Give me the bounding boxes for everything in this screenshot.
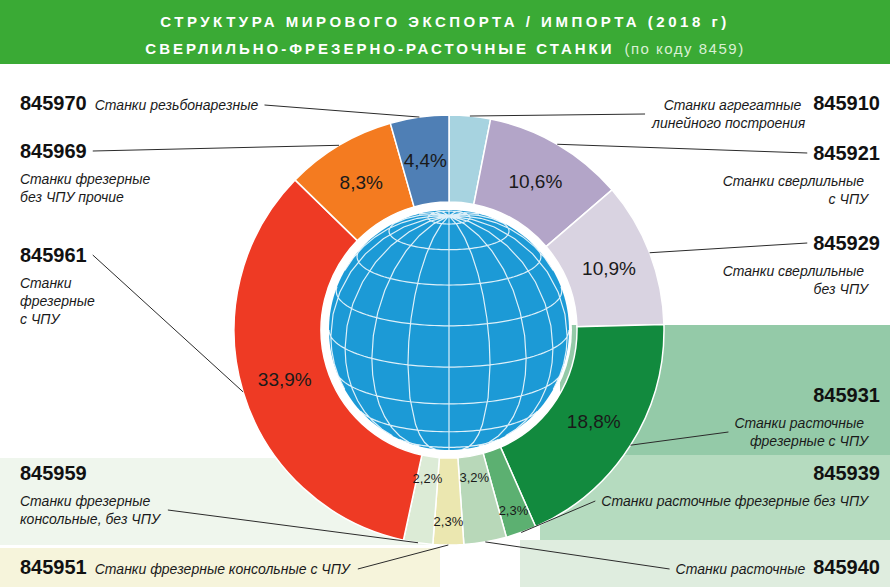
label-panel: [520, 540, 890, 587]
category-name-line: без ЧПУ прочие: [20, 189, 124, 205]
category-code: 845951: [20, 556, 87, 578]
category-code: 845969: [20, 140, 87, 162]
title: СТРУКТУРА МИРОВОГО ЭКСПОРТА / ИМПОРТА (2…: [160, 13, 729, 30]
subtitle-line: СВЕРЛИЛЬНО-ФРЕЗЕРНО-РАСТОЧНЫЕ СТАНКИ (по …: [145, 40, 744, 57]
data-label: 3,2%: [460, 470, 490, 485]
category-name: Станки фрезерные консольные с ЧПУ: [95, 561, 352, 577]
category-name: Станки расточные: [676, 561, 806, 577]
category-code: 845961: [20, 244, 87, 266]
category-name: Станки фрезерные с ЧПУ: [20, 275, 99, 327]
leader-line: [485, 542, 669, 569]
category-name-line: Станки агрегатные: [664, 97, 806, 113]
category-name-line: Станки сверлильные: [723, 173, 868, 189]
category-name-line: Станки фрезерные консольные с ЧПУ: [95, 561, 352, 577]
category-code: 845939: [813, 462, 880, 484]
category-code: 845959: [20, 462, 87, 484]
category-name-line: с ЧПУ: [829, 191, 870, 207]
category-name: Станки фрезерные консольные, без ЧПУ: [20, 493, 162, 527]
globe-sphere: [329, 210, 569, 450]
chart-root: СТРУКТУРА МИРОВОГО ЭКСПОРТА / ИМПОРТА (2…: [0, 0, 890, 587]
slices: [234, 115, 664, 545]
leader-line: [557, 144, 807, 153]
category-name: Станки агрегатные линейного построения: [651, 97, 806, 131]
leader-line: [631, 432, 729, 445]
category-name: Станки фрезерные без ЧПУ прочие: [20, 171, 154, 205]
category-name-line: фрезерные с ЧПУ: [750, 433, 870, 449]
category-name-line: Станки фрезерные: [20, 493, 154, 509]
category-code: 845929: [813, 232, 880, 254]
category-name-line: Станки сверлильные: [723, 263, 868, 279]
leader-line: [521, 501, 595, 533]
category-name-line: Станки резьбонарезные: [95, 97, 259, 113]
category-name-line: Станки фрезерные: [20, 171, 154, 187]
category-name-line: Станки расточные: [676, 561, 806, 577]
subtitle-note: (по коду 8459): [624, 40, 744, 57]
data-label: 4,4%: [404, 150, 447, 171]
category-name: Станки сверлильные без ЧПУ: [723, 263, 870, 297]
category-labels: 845910 Станки агрегатные линейного постро…: [20, 92, 880, 578]
category-code: 845921: [813, 142, 880, 164]
data-label: 18,8%: [567, 411, 621, 432]
leader-line: [358, 545, 448, 569]
leader-line: [93, 145, 339, 151]
globe-ring: [326, 207, 572, 453]
data-label: 10,6%: [508, 171, 562, 192]
category-name-line: Станки: [20, 275, 75, 291]
data-label: 2,3%: [499, 503, 529, 518]
data-label: 2,3%: [434, 514, 464, 529]
leader-line: [168, 510, 418, 543]
slice: [458, 453, 507, 544]
globe: [326, 207, 572, 453]
category-code: 845970: [20, 92, 87, 114]
leader-line: [470, 114, 645, 116]
category-name-line: консольные, без ЧПУ: [20, 511, 162, 527]
value-labels: 10,6% 10,9% 18,8% 2,3% 3,2% 2,3% 2,2% 33,9% 8,3%…: [258, 150, 636, 530]
category-name: Станки резьбонарезные: [95, 97, 259, 113]
globe-graticule: [329, 210, 569, 450]
category-name: Станки сверлильные с ЧПУ: [723, 173, 870, 207]
category-name: Станки расточные фрезерные без ЧПУ: [601, 493, 870, 509]
leader-line: [650, 243, 808, 253]
category-code: 845931: [813, 384, 880, 406]
label-panel: [0, 548, 440, 587]
category-code: 845940: [813, 556, 880, 578]
chart-svg: СТРУКТУРА МИРОВОГО ЭКСПОРТА / ИМПОРТА (2…: [0, 0, 890, 587]
category-name: Станки расточные фрезерные с ЧПУ: [734, 415, 870, 449]
leader-line: [93, 255, 243, 392]
category-name-line: Станки расточные фрезерные без ЧПУ: [601, 493, 870, 509]
leader-line: [265, 105, 420, 117]
subtitle: СВЕРЛИЛЬНО-ФРЕЗЕРНО-РАСТОЧНЫЕ СТАНКИ: [145, 40, 614, 57]
leaders: [93, 105, 808, 569]
category-name-line: линейного построения: [651, 115, 806, 131]
data-label: 2,2%: [413, 471, 443, 486]
category-name-line: Станки расточные: [734, 415, 868, 431]
category-name-line: фрезерные: [20, 293, 99, 309]
category-name-line: с ЧПУ: [20, 311, 61, 327]
data-label: 33,9%: [258, 369, 312, 390]
data-label: 8,3%: [340, 172, 383, 193]
header-band: [0, 0, 890, 64]
category-name-line: без ЧПУ: [814, 281, 870, 297]
category-code: 845910: [813, 92, 880, 114]
slice: [390, 115, 449, 207]
data-label: 10,9%: [582, 258, 636, 279]
